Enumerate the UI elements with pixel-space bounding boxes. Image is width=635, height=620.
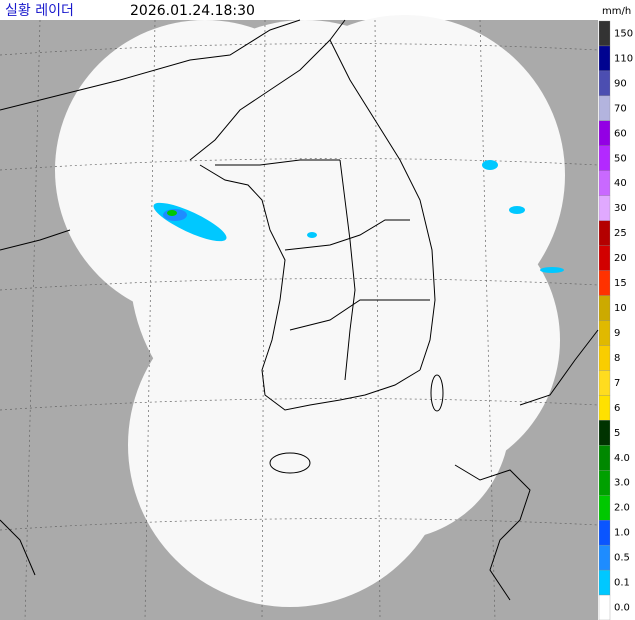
- legend-label: 70: [614, 103, 627, 114]
- legend-swatch: [598, 320, 611, 346]
- legend-swatch: [598, 544, 611, 571]
- map: [0, 15, 599, 620]
- legend-swatch: [598, 470, 611, 496]
- legend-label: 30: [614, 203, 627, 214]
- legend-swatch: [598, 420, 611, 446]
- timestamp: 2026.01.24.18:30: [130, 3, 255, 19]
- legend-label: 0.0: [614, 603, 630, 614]
- legend-swatch: [598, 345, 611, 371]
- legend-swatch: [598, 270, 611, 296]
- legend-swatch: [598, 520, 611, 546]
- legend-label: 90: [614, 78, 627, 89]
- legend-label: 10: [614, 303, 627, 314]
- legend-label: 5: [614, 428, 620, 439]
- legend-label: 40: [614, 178, 627, 189]
- legend-swatch: [598, 395, 611, 421]
- legend-swatch: [598, 370, 611, 396]
- legend-swatch: [598, 170, 611, 196]
- legend-swatch: [598, 245, 611, 271]
- legend-swatch: [598, 20, 611, 47]
- legend-swatch: [598, 445, 611, 471]
- legend-label: 0.5: [614, 553, 630, 564]
- legend-label: 0.1: [614, 578, 630, 589]
- legend-label: 1.0: [614, 528, 630, 539]
- legend-label: 60: [614, 128, 627, 139]
- legend-label: 7: [614, 378, 620, 389]
- legend-swatch: [598, 45, 611, 72]
- graticule: [0, 19, 599, 620]
- legend-swatch: [598, 95, 611, 121]
- legend-label: 9: [614, 328, 620, 339]
- legend-label: 110: [614, 53, 633, 64]
- legend-label: 8: [614, 353, 620, 364]
- legend-swatch: [598, 120, 611, 146]
- legend: 150 110 90 70 60 50 40 30 25 20 15 10 9 8 7 6 5 4.0 3.0 2.0…: [598, 20, 633, 620]
- legend-swatch: [598, 569, 611, 596]
- legend-swatch: [598, 495, 611, 521]
- precipitation: [153, 160, 564, 273]
- legend-swatch: [598, 195, 611, 221]
- legend-label: 20: [614, 253, 627, 264]
- radar-coverage: [55, 15, 565, 607]
- legend-swatch: [598, 70, 611, 97]
- legend-label: 150: [614, 28, 633, 39]
- coastline: [0, 19, 599, 601]
- legend-swatch: [598, 594, 611, 620]
- legend-label: 6: [614, 403, 620, 414]
- legend-label: 50: [614, 153, 627, 164]
- unit-label: mm/h: [602, 6, 631, 17]
- legend-label: 3.0: [614, 478, 630, 489]
- legend-swatch: [598, 220, 611, 246]
- legend-swatch: [598, 145, 611, 171]
- legend-label: 2.0: [614, 503, 630, 514]
- title: 실황 레이더: [5, 3, 74, 19]
- legend-label: 15: [614, 278, 627, 289]
- legend-swatch: [598, 295, 611, 321]
- legend-label: 4.0: [614, 453, 630, 464]
- legend-label: 25: [614, 228, 627, 239]
